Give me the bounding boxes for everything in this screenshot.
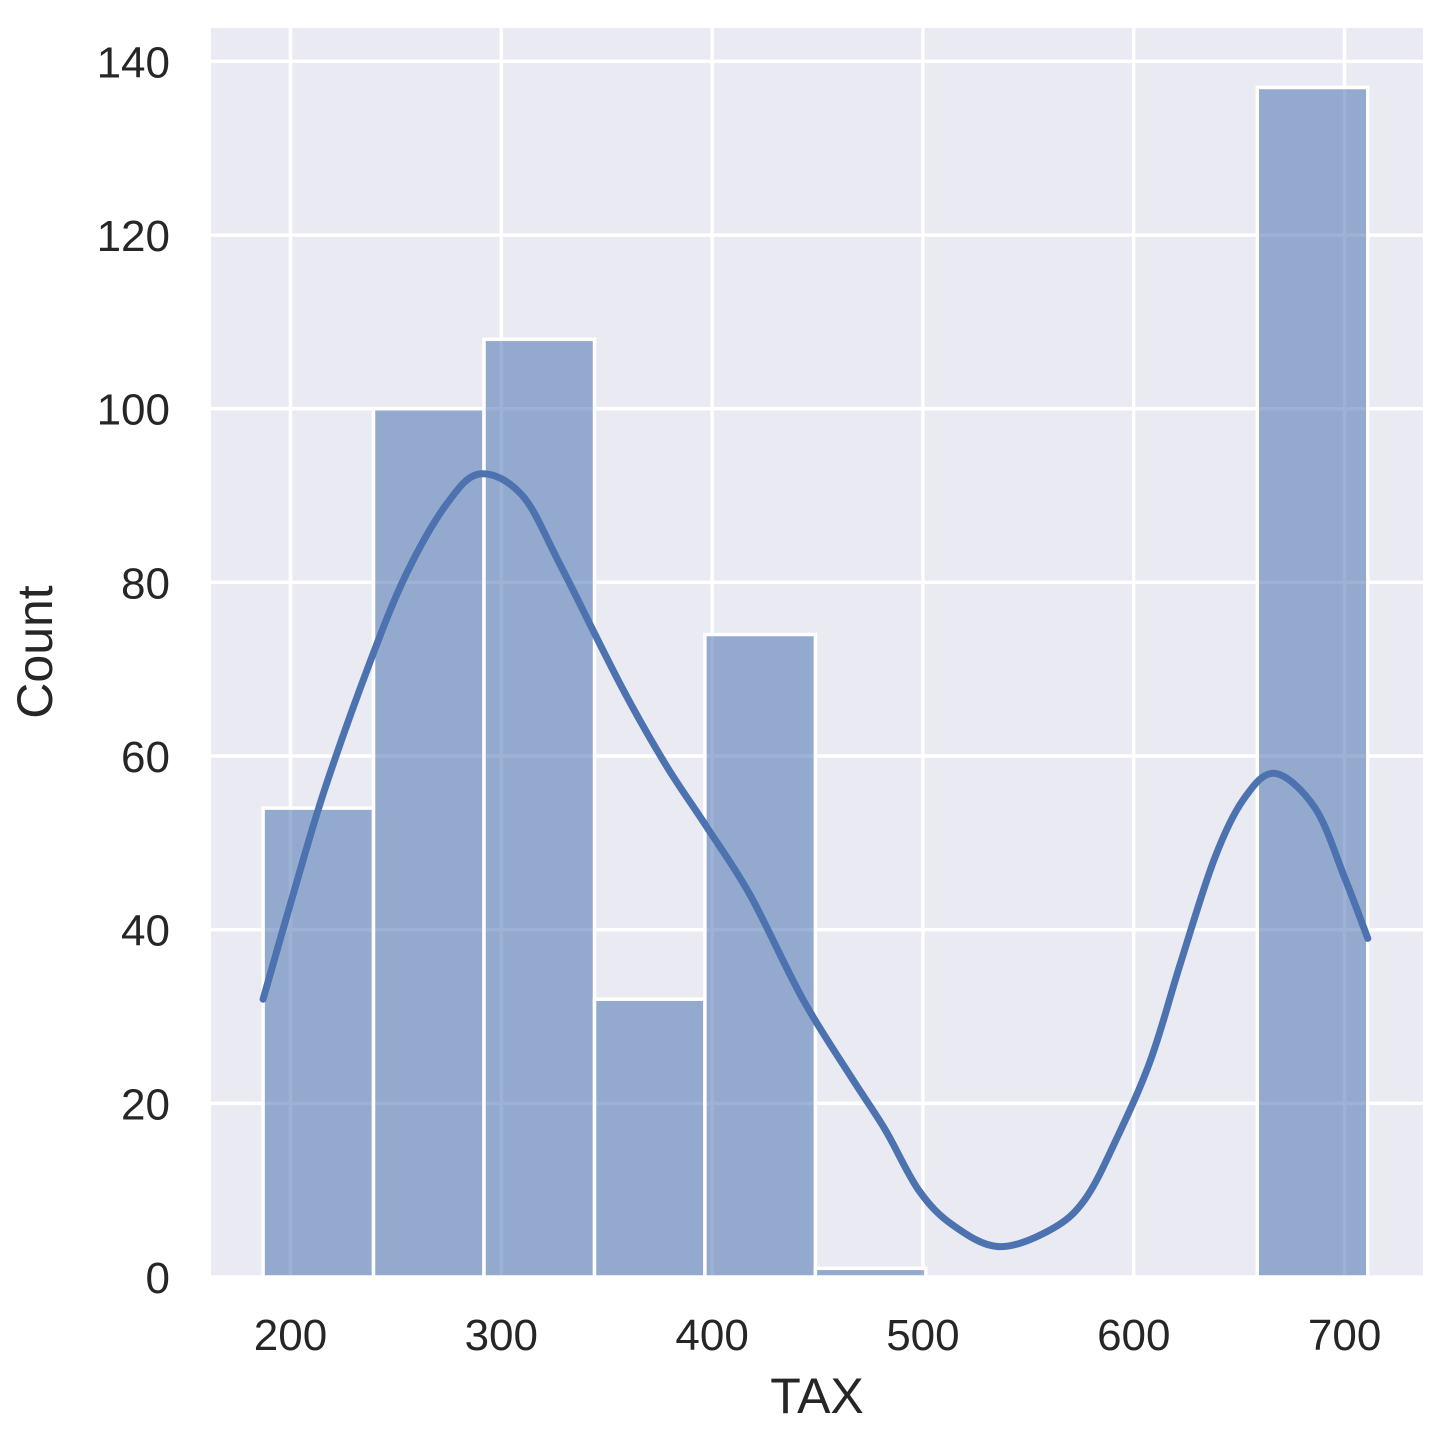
x-tick-label-200: 200 bbox=[254, 1311, 327, 1360]
kde-line bbox=[259, 470, 1372, 1251]
y-tick-label-80: 80 bbox=[121, 559, 170, 608]
x-tick-label-300: 300 bbox=[465, 1311, 538, 1360]
histogram-bar bbox=[482, 337, 597, 1279]
y-axis-label: Count bbox=[7, 585, 63, 719]
tick-labels: 200 300 400 500 600 700 0 20 40 60 80 100 120 140 bbox=[97, 38, 1382, 1360]
histogram-bars bbox=[261, 85, 1370, 1279]
histogram-bar bbox=[261, 806, 376, 1279]
y-tick-label-40: 40 bbox=[121, 907, 170, 956]
x-tick-label-700: 700 bbox=[1308, 1311, 1381, 1360]
y-tick-label-100: 100 bbox=[97, 386, 170, 435]
x-axis-label: TAX bbox=[770, 1368, 864, 1424]
histogram-bar bbox=[1255, 85, 1370, 1279]
histogram-bar bbox=[371, 406, 486, 1279]
y-tick-label-20: 20 bbox=[121, 1080, 170, 1129]
x-tick-label-400: 400 bbox=[675, 1311, 748, 1360]
kde-curve bbox=[259, 470, 1372, 1251]
x-tick-label-600: 600 bbox=[1097, 1311, 1170, 1360]
y-tick-label-120: 120 bbox=[97, 212, 170, 261]
histogram-bar bbox=[703, 632, 818, 1279]
y-tick-label-0: 0 bbox=[146, 1254, 170, 1303]
histogram-bar bbox=[813, 1266, 928, 1279]
histogram-bar bbox=[592, 997, 707, 1279]
y-tick-label-60: 60 bbox=[121, 733, 170, 782]
y-tick-label-140: 140 bbox=[97, 38, 170, 87]
x-tick-label-500: 500 bbox=[886, 1311, 959, 1360]
